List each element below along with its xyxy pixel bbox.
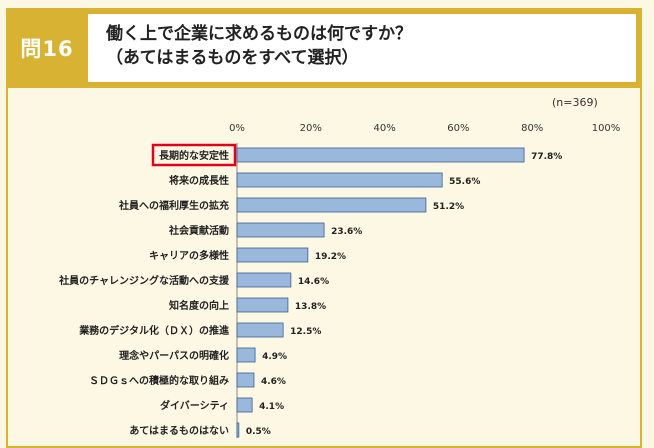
bar bbox=[236, 147, 525, 163]
bar-chart: 0% 20% 40% 60% 80% 100% 長期的な安定性 77.8% 将来の成長性 55.6… bbox=[58, 123, 621, 438]
sample-size-label: (n=369) bbox=[552, 96, 598, 109]
value-label: 55.6% bbox=[449, 177, 480, 187]
value-label: 4.1% bbox=[259, 402, 284, 412]
bar bbox=[236, 222, 325, 238]
x-tick-label: 60% bbox=[447, 123, 469, 134]
bar bbox=[236, 272, 292, 288]
value-label: 0.5% bbox=[246, 427, 271, 437]
value-label: 13.8% bbox=[295, 302, 326, 312]
bar bbox=[236, 297, 289, 313]
question-header: 問16 働く上で企業に求めるものは何ですか？ （あてはまるものをすべて選択） bbox=[6, 8, 642, 88]
question-title: 働く上で企業に求めるものは何ですか？ bbox=[106, 24, 412, 44]
category-label: キャリアの多様性 bbox=[149, 249, 229, 262]
bar bbox=[236, 197, 427, 213]
bar bbox=[236, 172, 443, 188]
category-label: 業務のデジタル化（ＤＸ）の推進 bbox=[78, 324, 230, 337]
value-label: 4.6% bbox=[261, 377, 286, 387]
value-label: 14.6% bbox=[298, 277, 329, 287]
bar bbox=[236, 322, 284, 338]
category-label: 社会貢献活動 bbox=[168, 224, 229, 237]
value-label: 4.9% bbox=[262, 352, 287, 362]
bar bbox=[236, 347, 256, 363]
bar bbox=[236, 372, 255, 388]
bar bbox=[236, 247, 309, 263]
question-number-badge: 問16 bbox=[20, 37, 74, 61]
question-instruction: （あてはまるものをすべて選択） bbox=[106, 48, 359, 68]
category-label: 知名度の向上 bbox=[168, 299, 229, 312]
bar bbox=[236, 422, 240, 438]
value-label: 19.2% bbox=[315, 252, 346, 262]
category-label: ＳＤＧｓへの積極的な取り組み bbox=[89, 374, 229, 387]
highlight-box bbox=[151, 143, 237, 167]
value-label: 77.8% bbox=[531, 152, 562, 162]
category-label: 社員への福利厚生の拡充 bbox=[118, 199, 229, 212]
category-label: ダイバーシティ bbox=[160, 399, 229, 412]
x-tick-label: 80% bbox=[521, 123, 543, 134]
value-label: 23.6% bbox=[331, 227, 362, 237]
x-tick-label: 40% bbox=[373, 123, 395, 134]
value-label: 12.5% bbox=[290, 327, 321, 337]
category-label: 社員のチャレンジングな活動への支援 bbox=[58, 274, 230, 287]
x-tick-label: 20% bbox=[300, 123, 322, 134]
bar bbox=[236, 397, 253, 413]
value-label: 51.2% bbox=[433, 202, 464, 212]
category-label: 長期的な安定性 bbox=[159, 149, 229, 162]
category-label: 理念やパーパスの明確化 bbox=[119, 349, 229, 362]
question-text-box: 働く上で企業に求めるものは何ですか？ （あてはまるものをすべて選択） bbox=[88, 14, 636, 82]
category-label: 将来の成長性 bbox=[169, 174, 229, 187]
x-tick-label: 0% bbox=[229, 123, 245, 134]
category-label: あてはまるものはない bbox=[129, 424, 229, 437]
x-tick-label: 100% bbox=[592, 123, 621, 134]
